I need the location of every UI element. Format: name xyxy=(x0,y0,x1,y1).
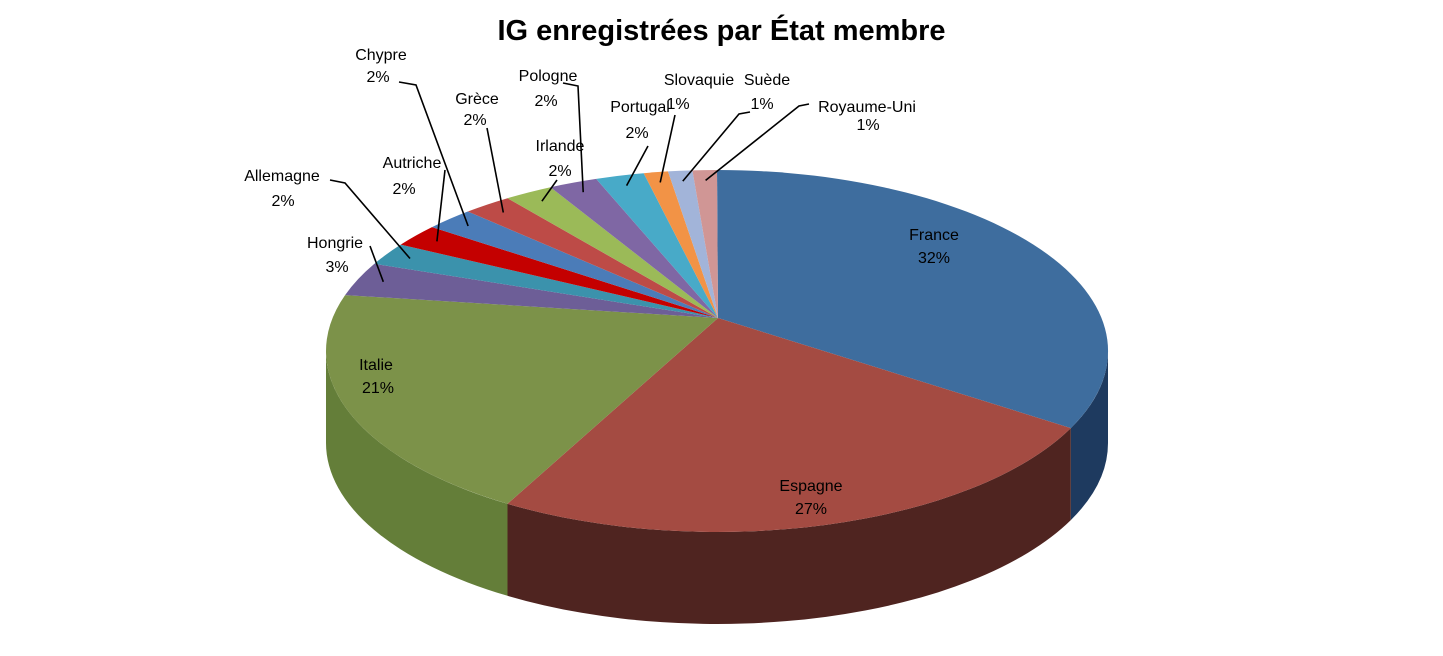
slice-label-suede-pct: 1% xyxy=(750,96,773,113)
slice-label-espagne-pct: 27% xyxy=(795,501,827,518)
slice-label-allemagne-pct: 2% xyxy=(271,193,294,210)
leader-line-royaume-uni xyxy=(705,103,810,182)
pie-slice-france xyxy=(717,170,1109,429)
leader-line-hongrie xyxy=(369,245,385,283)
slice-label-portugal-name: Portugal xyxy=(610,99,670,116)
slice-label-autriche-name: Autriche xyxy=(383,155,442,172)
slice-label-irlande-pct: 2% xyxy=(548,163,571,180)
slice-label-chypre-name: Chypre xyxy=(355,47,407,64)
pie-slice-royaume-uni xyxy=(692,170,718,318)
slice-label-chypre-pct: 2% xyxy=(366,69,389,86)
pie-slice-grece xyxy=(467,198,718,318)
slice-label-italie-pct: 21% xyxy=(362,380,394,397)
slice-label-irlande-name: Irlande xyxy=(536,138,585,155)
pie-side-france xyxy=(1070,351,1109,521)
slice-label-pologne-name: Pologne xyxy=(519,68,578,85)
pie-side-italie xyxy=(326,351,508,596)
slice-label-hongrie-pct: 3% xyxy=(325,259,348,276)
pie-slice-allemagne xyxy=(374,244,718,318)
pie-slice-hongrie xyxy=(345,263,718,318)
slice-label-hongrie-name: Hongrie xyxy=(307,235,363,252)
pie-slice-chypre xyxy=(432,211,718,318)
slice-label-autriche-pct: 2% xyxy=(392,181,415,198)
slice-label-grece-name: Grèce xyxy=(455,91,499,108)
leader-line-grece xyxy=(486,127,505,213)
leader-line-slovaquie xyxy=(659,114,676,183)
pie-slice-italie xyxy=(326,295,718,504)
slice-label-slovaquie-name: Slovaquie xyxy=(664,72,734,89)
slice-label-grece-pct: 2% xyxy=(463,112,486,129)
slice-label-allemagne-name: Allemagne xyxy=(244,168,320,185)
slice-label-royaume-uni-pct: 1% xyxy=(856,117,879,134)
slice-label-portugal-pct: 2% xyxy=(625,125,648,142)
pie-slice-pologne xyxy=(550,178,718,318)
chart-title: IG enregistrées par État membre xyxy=(497,15,946,47)
slice-label-espagne-name: Espagne xyxy=(779,478,842,495)
slice-label-italie-name: Italie xyxy=(359,357,393,374)
leader-line-allemagne xyxy=(329,179,411,260)
slice-label-royaume-uni-name: Royaume-Uni xyxy=(818,99,916,116)
pie-slice-espagne xyxy=(507,318,1071,532)
leader-line-irlande xyxy=(541,179,558,202)
pie-slice-portugal xyxy=(596,173,718,318)
leader-line-pologne xyxy=(562,82,584,193)
pie-slice-autriche xyxy=(400,227,718,318)
pie-slice-slovaquie xyxy=(643,171,718,318)
slice-label-france-pct: 32% xyxy=(918,250,950,267)
pie-slice-suede xyxy=(668,170,718,318)
leader-line-suede xyxy=(682,111,751,182)
slice-label-slovaquie-pct: 1% xyxy=(666,96,689,113)
leader-line-chypre xyxy=(398,81,469,227)
slice-label-suede-name: Suède xyxy=(744,72,790,89)
pie-side-espagne xyxy=(507,428,1071,624)
leader-line-portugal xyxy=(625,145,649,186)
slice-label-pologne-pct: 2% xyxy=(534,93,557,110)
pie-slice-irlande xyxy=(507,187,718,318)
leader-line-autriche xyxy=(436,169,446,242)
slice-label-france-name: France xyxy=(909,227,959,244)
